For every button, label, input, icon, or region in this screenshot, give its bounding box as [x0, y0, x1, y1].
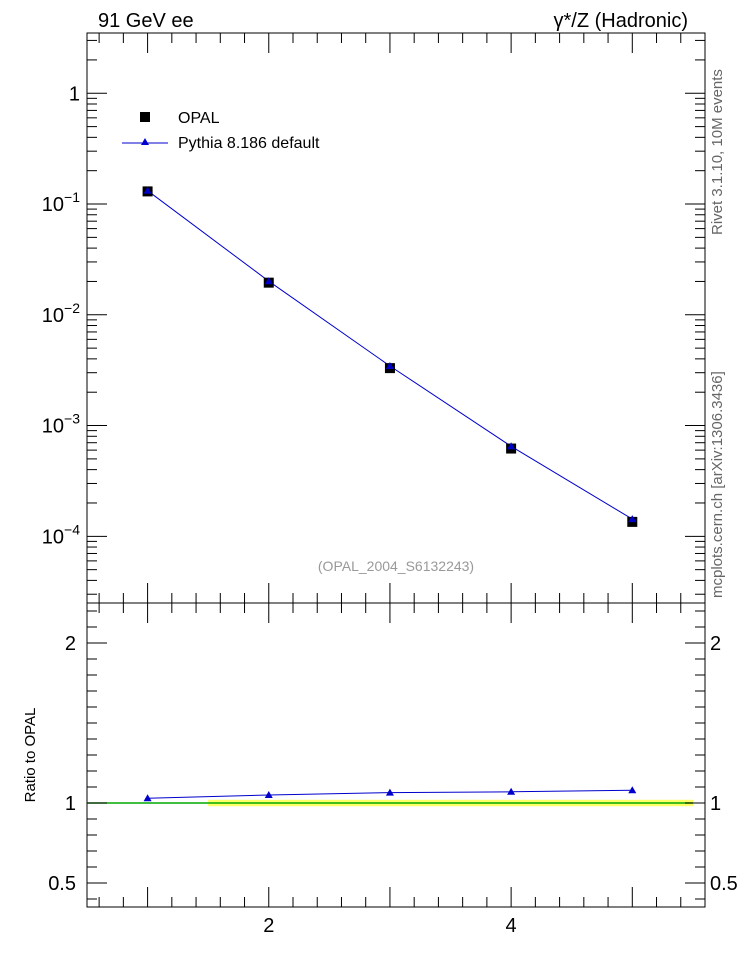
header-left-label: 91 GeV ee	[98, 10, 194, 32]
ratio-y-tick-label: 0.5	[48, 873, 76, 895]
ratio-y-tick-label: 1	[65, 793, 76, 815]
pythia-point	[385, 361, 394, 369]
ratio-reference-band	[87, 799, 694, 807]
legend-opal-label: OPAL	[178, 110, 220, 127]
ratio-data-marks	[143, 786, 637, 802]
x-tick-label: 2	[263, 915, 274, 937]
pythia-ratio-point	[628, 786, 637, 794]
main-data-marks	[142, 186, 638, 527]
ratio-y-tick-label-right: 1	[710, 793, 721, 815]
y-tick-label: 10−4	[42, 521, 80, 548]
mcplots-label: mcplots.cern.ch [arXiv:1306.3436]	[709, 371, 726, 598]
pythia-ratio-point	[507, 787, 516, 795]
ratio-y-axis-label: Ratio to OPAL	[22, 708, 39, 803]
pythia-point	[628, 515, 637, 523]
pythia-line	[147, 190, 633, 520]
main-ticks	[87, 33, 705, 603]
ratio-frame	[86, 602, 706, 908]
legend: OPAL Pythia 8.186 default	[122, 110, 320, 152]
ratio-y-tick-label-right: 0.5	[710, 873, 738, 895]
pythia-ratio-point	[385, 788, 394, 796]
pythia-point	[143, 186, 152, 194]
pythia-point	[507, 442, 516, 450]
main-y-tick-labels: 1 10−1 10−2 10−3 10−4	[42, 83, 80, 548]
ratio-y-tick-label: 2	[65, 633, 76, 655]
y-tick-label: 10−1	[42, 189, 80, 216]
y-tick-label: 10−3	[42, 411, 80, 438]
x-tick-label: 4	[506, 915, 517, 937]
ratio-y-tick-labels: 0.5 0.5 1 1 2 2	[48, 633, 738, 895]
y-tick-label: 1	[69, 83, 80, 105]
y-tick-label: 10−2	[42, 300, 80, 327]
analysis-watermark: (OPAL_2004_S6132243)	[318, 558, 474, 574]
ratio-y-tick-label-right: 2	[710, 633, 721, 655]
legend-pythia-label: Pythia 8.186 default	[178, 135, 320, 152]
pythia-point	[264, 277, 273, 285]
pythia-ratio-point	[264, 791, 273, 798]
main-panel: 1 10−1 10−2 10−3 10−4 (OPAL_2004_S6132243) O…	[42, 32, 706, 604]
header-right-label: γ*/Z (Hadronic)	[554, 10, 688, 32]
rivet-version-label: Rivet 3.1.10, 10M events	[709, 69, 726, 235]
ratio-ticks	[87, 603, 705, 907]
legend-pythia-marker	[141, 138, 149, 145]
pythia-ratio-point	[143, 794, 152, 802]
legend-opal-marker	[140, 112, 150, 122]
